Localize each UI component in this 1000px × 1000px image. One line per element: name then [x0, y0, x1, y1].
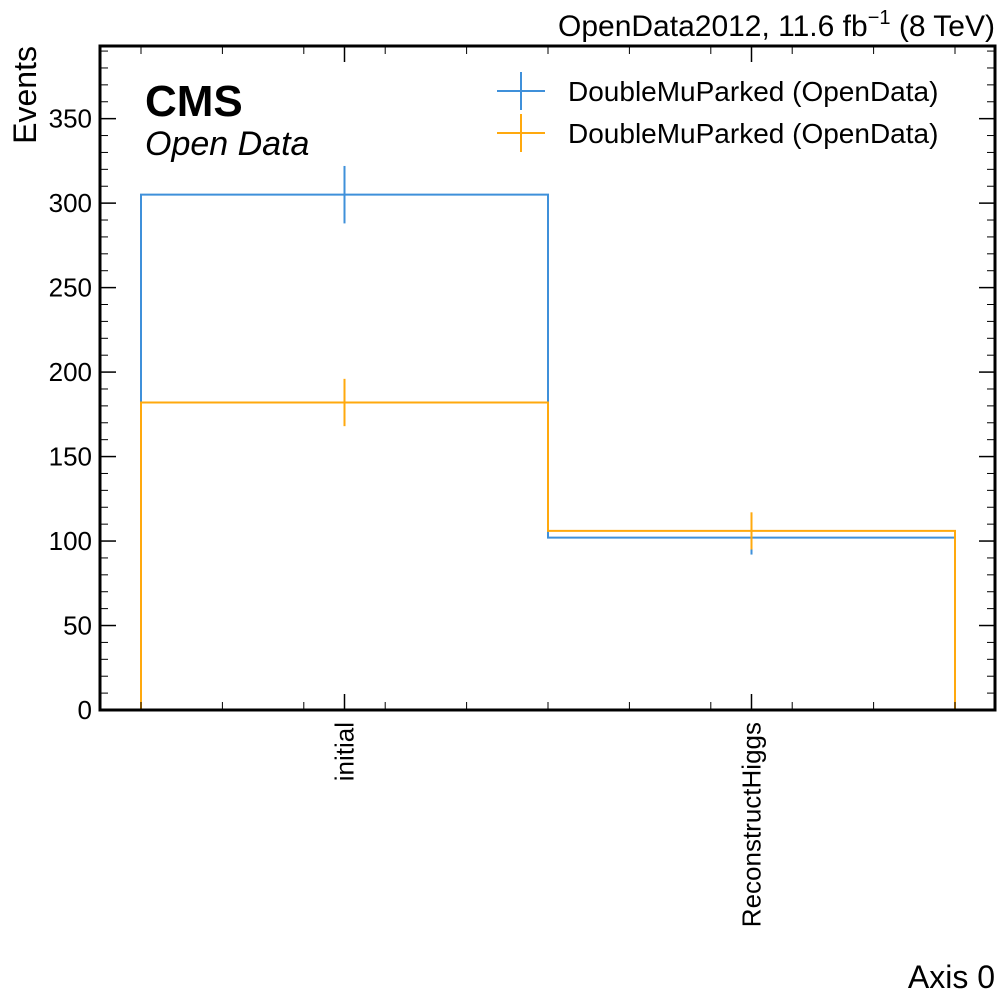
series-step-line: [140, 401, 956, 710]
lumi-label: OpenData2012, 11.6 fb−1 (8 TeV): [558, 7, 995, 43]
ticks-layer: 0 50 100 150 200 250 300 350 initial ReconstructH…: [49, 46, 995, 927]
y-tick-label: 250: [49, 273, 92, 303]
y-tick-label: 100: [49, 526, 92, 556]
legend-entry-label: DoubleMuParked (OpenData): [568, 118, 938, 149]
y-tick-label: 150: [49, 442, 92, 472]
series-layer: [140, 165, 956, 710]
y-tick-label: 350: [49, 104, 92, 134]
y-tick-label: 300: [49, 188, 92, 218]
x-tick-label: ReconstructHiggs: [737, 722, 767, 927]
cms-label: CMS: [145, 77, 243, 126]
y-tick-label: 50: [63, 611, 92, 641]
legend-entry-label: DoubleMuParked (OpenData): [568, 76, 938, 107]
y-tick-label: 0: [78, 695, 92, 725]
x-axis-title: Axis 0: [908, 959, 995, 995]
legend: DoubleMuParked (OpenData) DoubleMuParked …: [497, 72, 938, 152]
y-axis-title: Events: [7, 46, 43, 144]
y-tick-label: 200: [49, 357, 92, 387]
cms-sublabel: Open Data: [145, 125, 309, 163]
x-tick-label: initial: [330, 722, 360, 781]
plot-frame: [98, 44, 997, 712]
